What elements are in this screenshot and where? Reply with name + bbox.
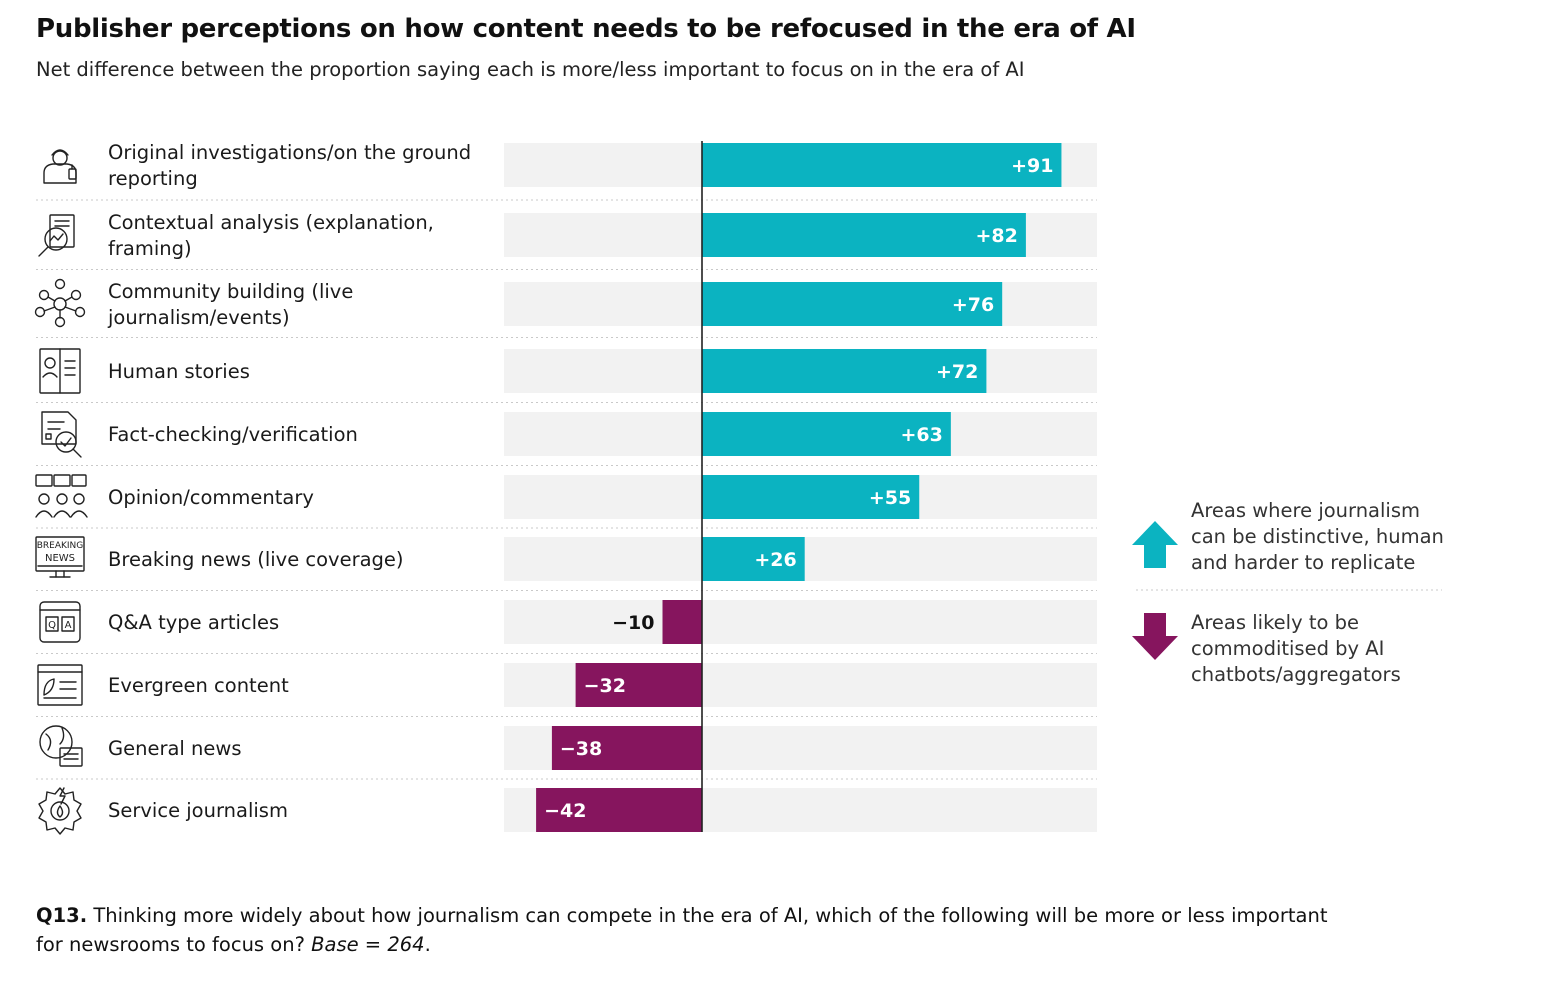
diverging-bar-chart: BREAKING NEWS Q A — [34, 141, 1444, 835]
magnifier-document-icon — [38, 214, 75, 257]
bar — [575, 663, 702, 707]
bar — [536, 788, 702, 832]
legend-up-text: can be distinctive, human — [1191, 525, 1444, 548]
general-news-globe-icon — [39, 725, 83, 767]
bar — [702, 412, 951, 456]
value-label: +72 — [936, 361, 978, 383]
category-label: Original investigations/on the ground rep… — [108, 141, 471, 190]
reporter-icon — [43, 149, 77, 184]
chart-row: Opinion/commentary +55 — [35, 474, 1097, 529]
chart-row: Community building (live journalism/event… — [34, 278, 1097, 338]
footnote-question-id: Q13. — [36, 904, 88, 927]
category-label: Evergreen content — [108, 674, 289, 697]
category-label: Service journalism — [108, 799, 288, 822]
category-label: Contextual analysis (explanation, framing… — [108, 211, 434, 260]
legend-up-text: and harder to replicate — [1191, 551, 1415, 574]
bar — [702, 475, 920, 519]
chart-row: Human stories +72 — [36, 348, 1097, 403]
human-story-book-icon — [39, 348, 81, 394]
bar — [662, 600, 702, 644]
chart-row: Evergreen content −32 — [36, 663, 1097, 717]
footnote-end: . — [424, 933, 431, 956]
bar — [702, 282, 1003, 326]
chart-row: Original investigations/on the ground rep… — [36, 141, 1097, 201]
category-label: Q&A type articles — [108, 611, 279, 634]
chart-row: Contextual analysis (explanation, framing… — [36, 211, 1097, 270]
value-label: −38 — [560, 738, 602, 760]
value-label: −42 — [544, 800, 586, 822]
category-label: Opinion/commentary — [108, 486, 314, 509]
arrow-down-icon — [1132, 613, 1178, 660]
value-label: +55 — [869, 487, 911, 509]
breaking-news-icon — [35, 536, 85, 578]
category-label: Community building (live journalism/event… — [107, 280, 353, 329]
legend-down-text: Areas likely to be — [1191, 611, 1359, 634]
category-label: Fact-checking/verification — [108, 423, 358, 446]
value-label: +82 — [976, 225, 1018, 247]
chart-row: Fact-checking/verification +63 — [36, 411, 1097, 466]
value-label: +63 — [900, 424, 942, 446]
arrow-up-icon — [1132, 521, 1178, 568]
chart-row: Service journalism −42 — [38, 787, 1097, 835]
value-label: +26 — [754, 549, 796, 571]
chart-title: Publisher perceptions on how content nee… — [36, 14, 1136, 44]
chart-row: Breaking news (live coverage) +26 — [35, 536, 1097, 591]
category-label: General news — [108, 737, 242, 760]
bar — [702, 143, 1062, 187]
value-label: −32 — [584, 675, 626, 697]
service-gear-icon — [38, 787, 82, 835]
footnote: Q13. Thinking more widely about how jour… — [36, 901, 1336, 959]
footnote-question-text: Thinking more widely about how journalis… — [36, 904, 1328, 956]
legend-up-text: Areas where journalism — [1191, 499, 1420, 522]
value-label: −10 — [612, 612, 654, 634]
footnote-base: Base = 264 — [311, 933, 425, 956]
evergreen-page-icon — [37, 664, 83, 706]
bar — [551, 726, 702, 770]
value-label: +91 — [1011, 155, 1053, 177]
chart-subtitle: Net difference between the proportion sa… — [36, 58, 1025, 81]
category-label: Breaking news (live coverage) — [108, 548, 404, 571]
legend-up: Areas where journalism can be distinctive… — [1132, 499, 1444, 574]
qa-article-icon — [39, 601, 81, 643]
category-label: Human stories — [108, 360, 250, 383]
bar — [702, 213, 1026, 257]
community-network-icon — [34, 278, 86, 328]
legend-down-text: chatbots/aggregators — [1191, 663, 1401, 686]
chart-row: General news −38 — [36, 725, 1097, 780]
legend-down: Areas likely to be commoditised by AI chat… — [1132, 611, 1401, 686]
bar-track — [504, 600, 1097, 644]
bar — [702, 537, 805, 581]
chart-row: Q&A type articles −10 — [36, 600, 1097, 654]
legend-down-text: commoditised by AI — [1191, 637, 1384, 660]
fact-check-document-icon — [41, 411, 82, 458]
value-label: +76 — [952, 294, 994, 316]
bar — [702, 349, 987, 393]
opinion-speech-icon — [35, 474, 88, 518]
